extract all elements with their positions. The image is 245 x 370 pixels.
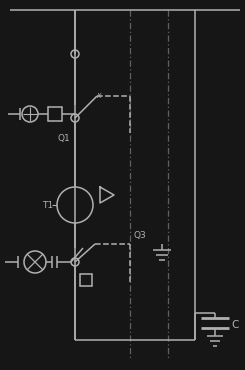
Text: C: C — [231, 320, 239, 330]
Text: Q1: Q1 — [57, 134, 70, 143]
Bar — [48, 107, 62, 121]
Text: T1: T1 — [42, 201, 53, 209]
Bar — [80, 274, 92, 286]
Text: Q3: Q3 — [133, 231, 146, 240]
Text: x: x — [96, 91, 100, 100]
